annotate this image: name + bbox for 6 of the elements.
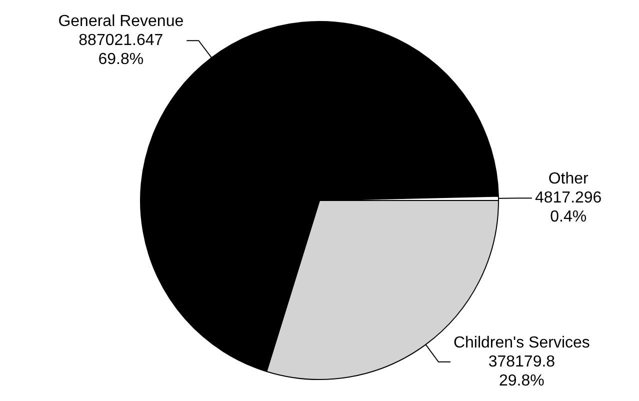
- slice-label: Other: [548, 170, 590, 188]
- data-label: 887021.647 69.8%: [78, 32, 164, 68]
- slice-label: General Revenue: [58, 12, 184, 30]
- data-label: 4817.296 0.4%: [534, 190, 602, 226]
- slice-label: Children's Services: [453, 334, 590, 352]
- data-label: 378179.8 29.8%: [488, 353, 556, 390]
